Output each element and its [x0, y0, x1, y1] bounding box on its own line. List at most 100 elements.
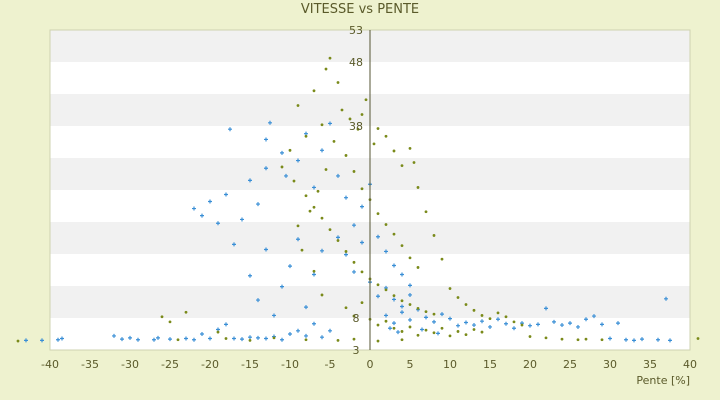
data-point-series-2: [336, 239, 340, 242]
data-point-series-1: [376, 234, 380, 239]
x-tick-label: 25: [563, 358, 577, 371]
data-point-series-1: [256, 335, 260, 340]
data-point-series-2: [296, 224, 300, 228]
data-point-series-1: [388, 326, 392, 331]
data-point-series-2: [392, 232, 396, 236]
x-tick-label: 5: [407, 358, 414, 371]
x-tick-label: 20: [523, 358, 537, 371]
data-point-series-1: [408, 317, 412, 322]
data-point-series-2: [392, 326, 396, 330]
data-point-series-2: [496, 311, 500, 315]
y-tick-label: 53: [349, 24, 363, 37]
data-point-series-1: [128, 335, 132, 340]
data-point-series-2: [308, 209, 312, 213]
data-point-series-2: [424, 210, 428, 214]
data-point-series-1: [408, 283, 412, 288]
data-point-series-1: [112, 333, 116, 338]
chart-title: VITESSE vs PENTE: [300, 2, 420, 17]
data-point-series-1: [400, 304, 404, 309]
data-point-series-1: [152, 337, 156, 342]
data-point-series-2: [400, 299, 404, 303]
data-point-series-1: [272, 313, 276, 318]
data-point-series-1: [600, 322, 604, 327]
data-point-series-2: [328, 228, 332, 232]
data-point-series-1: [256, 202, 260, 207]
data-point-series-2: [16, 339, 20, 343]
data-point-series-2: [292, 179, 296, 183]
data-point-series-1: [192, 206, 196, 211]
data-point-series-1: [328, 121, 332, 126]
data-point-series-1: [656, 337, 660, 342]
data-point-series-1: [664, 296, 668, 301]
data-point-series-1: [60, 336, 64, 341]
x-tick-label: 30: [603, 358, 617, 371]
data-point-series-1: [156, 335, 160, 340]
data-point-series-1: [668, 338, 672, 343]
data-point-series-2: [356, 127, 360, 131]
x-tick-label: -5: [325, 358, 336, 371]
data-point-series-2: [336, 339, 340, 342]
data-point-series-1: [224, 192, 228, 197]
data-point-series-2: [504, 315, 508, 319]
data-point-series-2: [416, 266, 420, 269]
data-point-series-2: [520, 323, 524, 327]
data-point-series-1: [216, 221, 220, 226]
x-axis-label: Pente [%]: [636, 374, 690, 387]
data-point-series-2: [384, 134, 388, 138]
data-point-series-1: [496, 317, 500, 322]
data-point-series-1: [232, 242, 236, 247]
data-point-series-1: [320, 248, 324, 253]
data-point-series-1: [400, 310, 404, 315]
data-point-series-2: [352, 170, 356, 173]
data-point-series-2: [384, 223, 388, 226]
data-point-series-1: [424, 315, 428, 320]
data-point-series-2: [364, 98, 368, 102]
data-point-series-2: [344, 154, 348, 157]
data-point-series-1: [228, 127, 232, 132]
data-point-series-1: [440, 312, 444, 317]
data-point-series-2: [416, 307, 420, 310]
data-point-series-1: [256, 298, 260, 303]
data-point-series-2: [304, 134, 308, 138]
data-point-series-1: [296, 158, 300, 163]
data-point-series-1: [528, 323, 532, 328]
data-point-series-2: [440, 257, 444, 261]
data-point-series-2: [360, 187, 364, 191]
data-point-series-2: [360, 270, 364, 274]
data-point-series-1: [248, 273, 252, 278]
data-point-series-1: [224, 322, 228, 327]
data-point-series-1: [200, 332, 204, 336]
data-point-series-2: [312, 269, 316, 273]
data-point-series-1: [264, 336, 268, 341]
data-point-series-1: [448, 316, 452, 321]
data-point-series-2: [216, 330, 220, 334]
y-tick-label: 38: [349, 120, 363, 133]
data-point-series-1: [208, 336, 212, 341]
data-point-series-1: [536, 322, 540, 327]
data-point-series-1: [552, 319, 556, 324]
data-point-series-2: [288, 148, 292, 152]
x-tick-label: -25: [161, 358, 179, 371]
data-point-series-1: [624, 337, 628, 342]
x-tick-label: -40: [41, 358, 59, 371]
data-point-series-2: [400, 338, 404, 342]
data-point-series-2: [304, 338, 308, 342]
data-point-series-2: [528, 335, 532, 338]
x-tick-label: 10: [443, 358, 457, 371]
x-tick-label: -20: [201, 358, 219, 371]
data-point-series-1: [396, 330, 400, 335]
data-point-series-1: [544, 306, 548, 311]
data-point-series-1: [576, 324, 580, 329]
data-point-series-1: [376, 294, 380, 299]
data-point-series-1: [392, 297, 396, 302]
data-point-series-1: [512, 326, 516, 331]
data-point-series-1: [56, 337, 60, 342]
data-point-series-2: [352, 337, 356, 341]
x-tick-label: 15: [483, 358, 497, 371]
data-point-series-2: [376, 283, 380, 287]
data-point-series-1: [436, 331, 440, 336]
data-point-series-2: [696, 337, 700, 340]
data-point-series-2: [336, 81, 340, 84]
